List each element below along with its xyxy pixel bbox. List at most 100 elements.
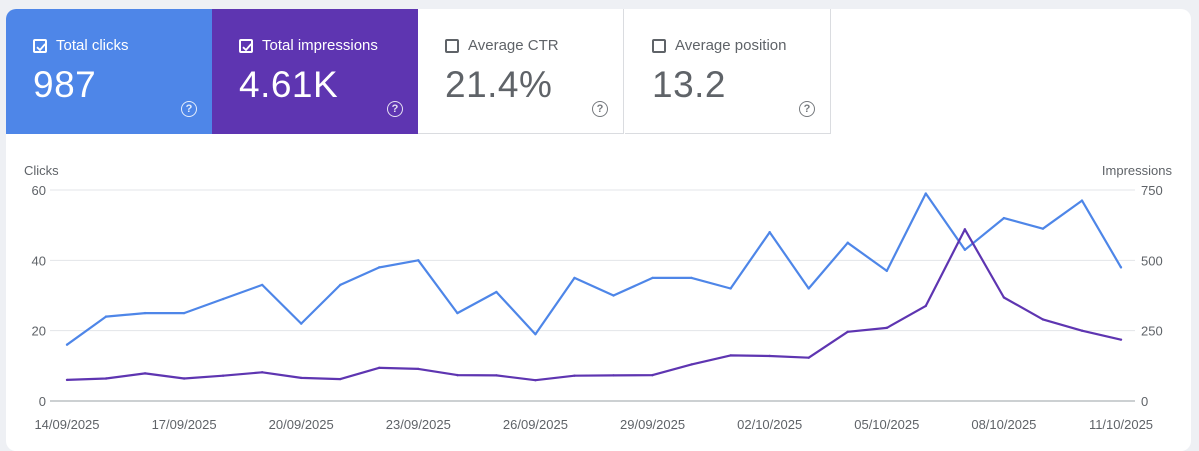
data-point-impressions bbox=[612, 374, 615, 377]
data-point-impressions bbox=[104, 377, 108, 380]
card-value: 21.4% bbox=[445, 64, 553, 105]
x-tick-label: 05/10/2025 bbox=[854, 417, 919, 432]
data-point-clicks bbox=[1002, 216, 1006, 220]
data-point-impressions bbox=[417, 367, 420, 371]
card-header: Total impressions bbox=[239, 37, 378, 54]
data-point-impressions bbox=[768, 354, 771, 358]
data-point-clicks bbox=[729, 287, 732, 290]
card-value: 987 bbox=[33, 64, 97, 105]
data-point-clicks bbox=[104, 315, 108, 318]
data-point-clicks bbox=[846, 241, 849, 244]
x-tick-label: 17/09/2025 bbox=[152, 417, 217, 432]
data-point-impressions bbox=[807, 356, 810, 359]
data-point-impressions bbox=[924, 304, 928, 308]
data-point-impressions bbox=[885, 326, 888, 330]
data-point-clicks bbox=[885, 269, 888, 273]
data-point-clicks bbox=[1080, 199, 1084, 202]
checkbox-checked-icon[interactable] bbox=[239, 38, 253, 53]
y-left-tick-label: 0 bbox=[39, 394, 46, 409]
data-point-impressions bbox=[651, 373, 654, 377]
y-right-tick-label: 0 bbox=[1141, 394, 1148, 409]
data-point-clicks bbox=[143, 311, 147, 315]
checkbox-checked-icon[interactable] bbox=[33, 38, 47, 53]
data-point-impressions bbox=[143, 372, 147, 375]
x-tick-label: 26/09/2025 bbox=[503, 417, 568, 432]
data-point-clicks bbox=[768, 231, 771, 234]
y-left-axis-title: Clicks bbox=[24, 163, 59, 178]
data-point-clicks bbox=[612, 294, 615, 297]
data-point-impressions bbox=[495, 374, 498, 377]
data-point-clicks bbox=[417, 259, 420, 262]
x-tick-label: 23/09/2025 bbox=[386, 417, 451, 432]
x-tick-label: 02/10/2025 bbox=[737, 417, 802, 432]
data-point-clicks bbox=[495, 290, 498, 294]
data-point-clicks bbox=[300, 322, 303, 325]
card-value: 4.61K bbox=[239, 64, 339, 105]
x-tick-label: 11/10/2025 bbox=[1089, 417, 1153, 432]
data-point-impressions bbox=[729, 354, 732, 357]
series-line-clicks bbox=[66, 192, 1122, 346]
data-point-impressions bbox=[1080, 329, 1084, 332]
average-position-card[interactable]: Average position 13.2 ? bbox=[625, 9, 831, 134]
data-point-impressions bbox=[300, 376, 303, 380]
x-tick-label: 08/10/2025 bbox=[971, 417, 1036, 432]
checkbox-unchecked-icon[interactable] bbox=[652, 38, 666, 53]
card-label: Total impressions bbox=[262, 37, 378, 54]
data-point-impressions bbox=[182, 377, 186, 380]
help-icon[interactable]: ? bbox=[799, 101, 815, 117]
card-header: Average CTR bbox=[445, 37, 559, 54]
data-point-clicks bbox=[651, 276, 654, 280]
data-point-clicks bbox=[339, 283, 342, 287]
total-clicks-card[interactable]: Total clicks 987 ? bbox=[6, 9, 212, 134]
data-point-impressions bbox=[221, 374, 225, 377]
data-point-impressions bbox=[1041, 318, 1045, 321]
data-point-impressions bbox=[846, 330, 849, 333]
card-header: Total clicks bbox=[33, 37, 129, 54]
data-point-impressions bbox=[1002, 296, 1006, 299]
card-label: Average CTR bbox=[468, 37, 559, 54]
y-left-tick-label: 40 bbox=[32, 253, 46, 268]
data-point-clicks bbox=[690, 276, 693, 280]
card-label: Total clicks bbox=[56, 37, 129, 54]
data-point-clicks bbox=[807, 287, 810, 290]
series-line-impressions bbox=[66, 228, 1122, 382]
y-left-tick-label: 20 bbox=[32, 324, 46, 339]
data-point-clicks bbox=[534, 332, 537, 336]
help-icon[interactable]: ? bbox=[387, 101, 403, 117]
data-point-clicks bbox=[456, 311, 459, 315]
x-tick-label: 20/09/2025 bbox=[269, 417, 334, 432]
y-right-tick-label: 250 bbox=[1141, 324, 1163, 339]
data-point-clicks bbox=[182, 311, 186, 315]
help-icon[interactable]: ? bbox=[181, 101, 197, 117]
data-point-impressions bbox=[339, 377, 342, 381]
data-point-clicks bbox=[65, 343, 69, 346]
data-point-impressions bbox=[963, 228, 967, 231]
x-tick-label: 29/09/2025 bbox=[620, 417, 685, 432]
data-point-clicks bbox=[260, 283, 264, 287]
data-point-impressions bbox=[690, 363, 693, 366]
help-icon[interactable]: ? bbox=[592, 101, 608, 117]
card-header: Average position bbox=[652, 37, 786, 54]
data-point-impressions bbox=[378, 366, 381, 370]
data-point-clicks bbox=[378, 266, 381, 269]
card-label: Average position bbox=[675, 37, 787, 54]
data-point-clicks bbox=[221, 297, 225, 301]
y-right-tick-label: 750 bbox=[1141, 183, 1163, 198]
data-point-impressions bbox=[1119, 338, 1123, 341]
data-point-clicks bbox=[573, 276, 576, 280]
y-left-tick-label: 60 bbox=[32, 183, 46, 198]
data-point-impressions bbox=[260, 371, 264, 374]
y-right-axis-title: Impressions bbox=[1102, 163, 1173, 178]
data-point-clicks bbox=[1041, 227, 1045, 230]
data-point-clicks bbox=[963, 248, 967, 251]
data-point-impressions bbox=[65, 378, 69, 382]
checkbox-unchecked-icon[interactable] bbox=[445, 38, 459, 53]
average-ctr-card[interactable]: Average CTR 21.4% ? bbox=[418, 9, 624, 134]
metric-cards: Total clicks 987 ? Total impressions 4.6… bbox=[6, 9, 832, 134]
card-value: 13.2 bbox=[652, 64, 727, 105]
total-impressions-card[interactable]: Total impressions 4.61K ? bbox=[212, 9, 418, 134]
data-point-impressions bbox=[456, 373, 459, 377]
data-point-impressions bbox=[573, 374, 576, 377]
data-point-impressions bbox=[534, 378, 537, 382]
